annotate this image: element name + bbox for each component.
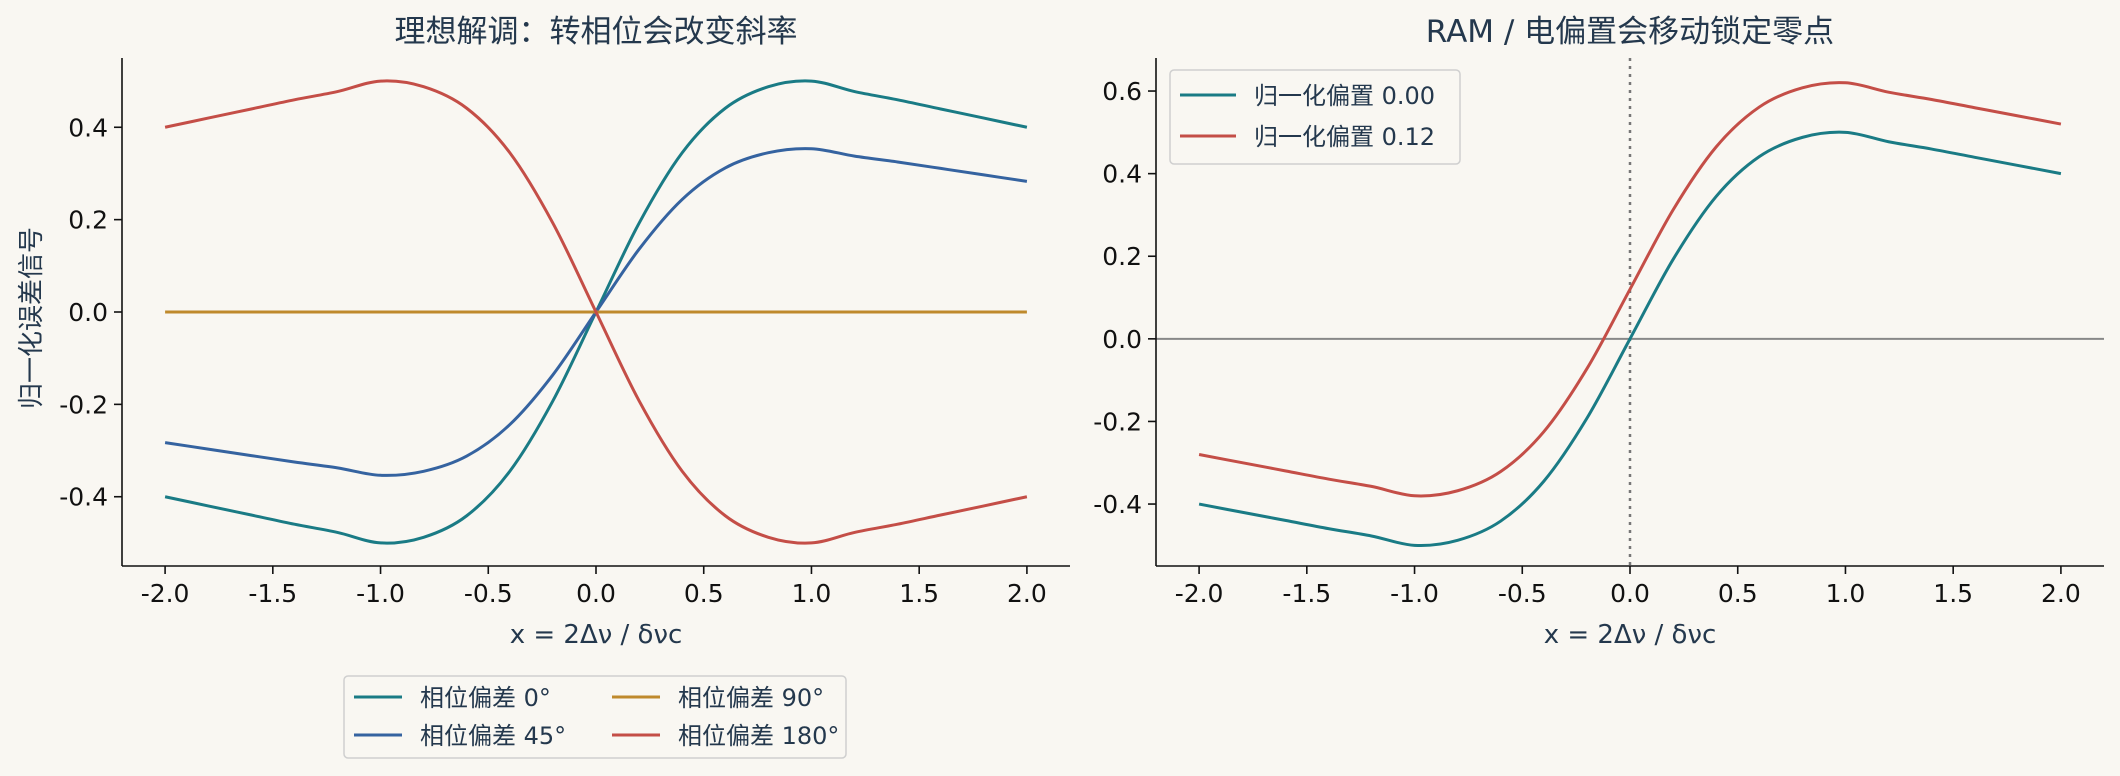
x-tick-label: -0.5: [1498, 579, 1547, 608]
right-series-lines: [1198, 81, 2062, 548]
y-tick-label: 0.0: [68, 298, 108, 327]
y-tick-label: -0.2: [59, 390, 108, 419]
left-x-axis-label: x = 2Δν / δνc: [510, 620, 683, 650]
y-tick-label: -0.4: [59, 483, 108, 512]
series-line-0-3: [164, 79, 1028, 545]
left-legend-box: [343, 675, 847, 759]
right-x-ticks: -2.0 -1.5 -1.0 -0.5 0.0 0.5 1.0 1.5 2.0: [1175, 566, 2081, 608]
y-tick-label: -0.2: [1093, 407, 1142, 436]
y-tick-label: 0.2: [68, 206, 108, 235]
x-tick-label: 2.0: [2041, 579, 2081, 608]
left-panel: 理想解调：转相位会改变斜率 归一化误差信号 x = 2Δν / δνc -2.0…: [17, 14, 1070, 759]
x-tick-label: -1.5: [248, 579, 297, 608]
x-tick-label: -0.5: [464, 579, 513, 608]
legend-label-phase-90: 相位偏差 90°: [678, 684, 824, 712]
legend-label-phase-45: 相位偏差 45°: [420, 722, 566, 750]
series-line-1-0: [1198, 130, 2062, 548]
y-tick-label: 0.4: [68, 113, 108, 142]
right-panel: RAM / 电偏置会移动锁定零点 x = 2Δν / δνc -2.0 -1.5-…: [1093, 14, 2104, 650]
x-tick-label: -1.0: [356, 579, 405, 608]
left-y-ticks: -0.4 -0.2 0.0 0.2 0.4: [59, 113, 122, 512]
right-y-ticks: -0.4 -0.2 0.0 0.2 0.4 0.6: [1093, 77, 1156, 519]
series-line-1-1: [1198, 81, 2062, 498]
x-tick-label: 0.0: [576, 579, 616, 608]
y-tick-label: -0.4: [1093, 490, 1142, 519]
legend-label-phase-0: 相位偏差 0°: [420, 684, 551, 712]
y-tick-label: 0.2: [1102, 242, 1142, 271]
x-tick-label: 1.5: [899, 579, 939, 608]
x-tick-label: 0.5: [1718, 579, 1758, 608]
x-tick-label: 1.5: [1933, 579, 1973, 608]
legend-label-bias-012: 归一化偏置 0.12: [1254, 123, 1435, 151]
right-legend: 归一化偏置 0.00 归一化偏置 0.12: [1169, 69, 1461, 165]
y-tick-label: 0.0: [1102, 325, 1142, 354]
right-legend-box: [1169, 69, 1461, 165]
legend-label-bias-0: 归一化偏置 0.00: [1254, 82, 1435, 110]
y-tick-label: 0.6: [1102, 77, 1142, 106]
x-tick-label: 0.0: [1610, 579, 1650, 608]
x-tick-label: 1.0: [1826, 579, 1866, 608]
right-chart-title: RAM / 电偏置会移动锁定零点: [1426, 14, 1834, 50]
x-tick-label: -2.0: [1175, 579, 1224, 608]
left-legend: 相位偏差 0° 相位偏差 45° 相位偏差 90° 相位偏差 180°: [343, 675, 847, 759]
left-series-lines: [164, 79, 1028, 545]
x-tick-label: 0.5: [684, 579, 724, 608]
x-tick-label: -1.5: [1282, 579, 1331, 608]
x-tick-label: 1.0: [792, 579, 832, 608]
left-chart-title: 理想解调：转相位会改变斜率: [395, 14, 798, 50]
legend-label-phase-180: 相位偏差 180°: [678, 722, 839, 750]
left-x-ticks: -2.0 -1.5 -1.0 -0.5 0.0 0.5 1.0 1.5 2.0: [141, 566, 1047, 608]
x-tick-label: -1.0: [1390, 579, 1439, 608]
x-tick-label: -2.0: [141, 579, 190, 608]
right-x-axis-label: x = 2Δν / δνc: [1544, 620, 1717, 650]
left-y-axis-label: 归一化误差信号: [17, 227, 47, 409]
y-tick-label: 0.4: [1102, 160, 1142, 189]
x-tick-label: 2.0: [1007, 579, 1047, 608]
